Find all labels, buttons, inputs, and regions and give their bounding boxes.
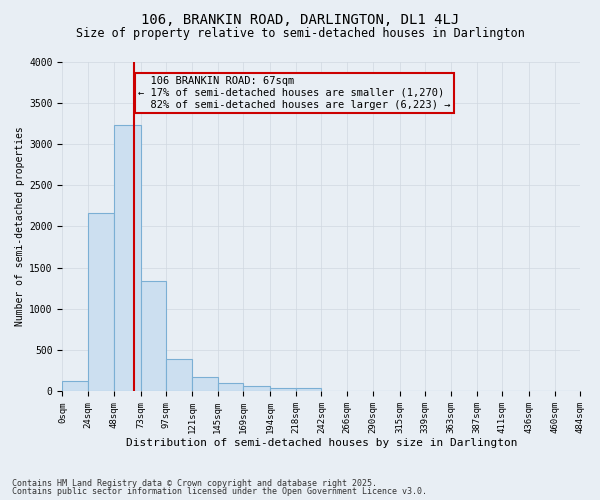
Bar [322, 390, 347, 392]
Bar [114, 125, 140, 392]
Bar [243, 386, 270, 392]
Y-axis label: Number of semi-detached properties: Number of semi-detached properties [15, 126, 25, 326]
Bar [88, 213, 114, 392]
Bar [62, 382, 88, 392]
Bar [270, 388, 296, 392]
Text: 106, BRANKIN ROAD, DARLINGTON, DL1 4LJ: 106, BRANKIN ROAD, DARLINGTON, DL1 4LJ [141, 12, 459, 26]
Bar [166, 359, 192, 392]
Bar [296, 388, 322, 392]
Bar [218, 383, 243, 392]
X-axis label: Distribution of semi-detached houses by size in Darlington: Distribution of semi-detached houses by … [125, 438, 517, 448]
Text: 106 BRANKIN ROAD: 67sqm  
← 17% of semi-detached houses are smaller (1,270)
  82: 106 BRANKIN ROAD: 67sqm ← 17% of semi-de… [139, 76, 451, 110]
Text: Contains public sector information licensed under the Open Government Licence v3: Contains public sector information licen… [12, 487, 427, 496]
Text: Contains HM Land Registry data © Crown copyright and database right 2025.: Contains HM Land Registry data © Crown c… [12, 478, 377, 488]
Bar [192, 377, 218, 392]
Bar [140, 281, 166, 392]
Text: Size of property relative to semi-detached houses in Darlington: Size of property relative to semi-detach… [76, 28, 524, 40]
